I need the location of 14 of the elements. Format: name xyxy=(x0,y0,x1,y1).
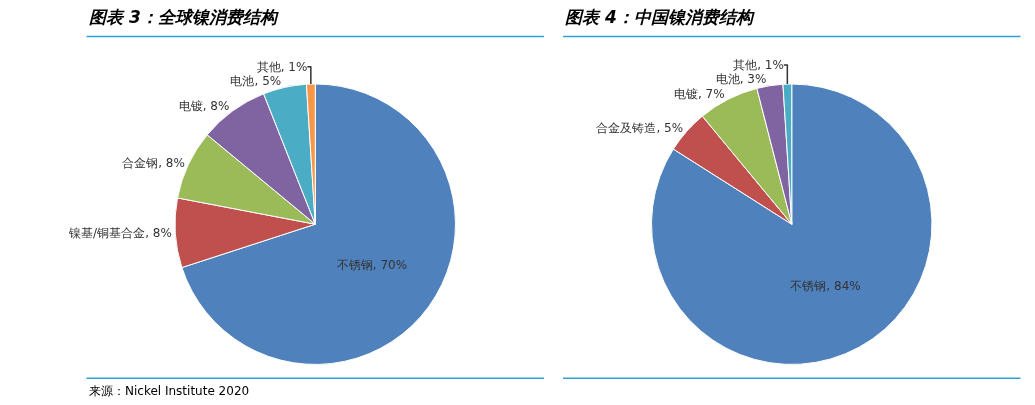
slice-label: 其他, 1% xyxy=(256,59,308,74)
slice-label: 合金钢, 8% xyxy=(122,156,185,171)
slice-label: 电池, 5% xyxy=(230,73,282,88)
chart-title: 图表 4：中国镍消费结构 xyxy=(565,7,755,27)
slice-label: 镍基/铜基合金, 8% xyxy=(68,226,172,241)
slice-label: 其他, 1% xyxy=(733,57,784,72)
chart-title: 图表 3：全球镍消费结构 xyxy=(89,7,279,27)
slice-label: 电池, 3% xyxy=(715,71,767,86)
slice-label: 合金及铸造, 5% xyxy=(596,121,684,136)
slice-label: 不锈钢, 84% xyxy=(790,278,861,293)
source-note: 来源：Nickel Institute 2020 xyxy=(89,384,250,398)
slice-label: 电镀, 7% xyxy=(673,86,725,101)
slice-label: 电镀, 8% xyxy=(178,99,230,114)
slice-label: 不锈钢, 70% xyxy=(336,258,408,273)
